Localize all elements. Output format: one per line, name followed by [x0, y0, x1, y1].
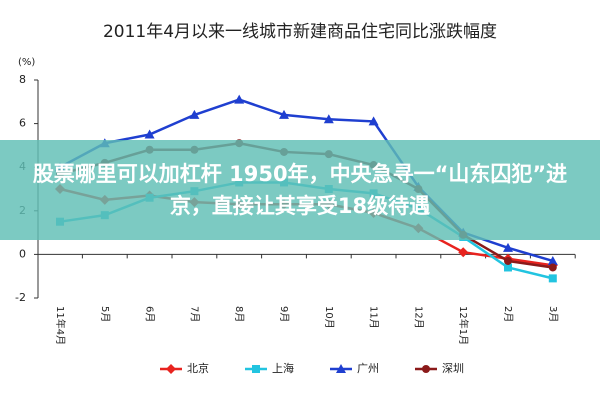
y-tick-label: 6: [19, 117, 26, 130]
x-tick-label: 7月: [188, 306, 200, 322]
data-point: [548, 274, 557, 283]
data-point: [234, 94, 245, 104]
x-tick-label: 3月: [547, 306, 559, 322]
data-point: [189, 109, 200, 119]
legend-marker: [422, 365, 430, 373]
data-point: [548, 263, 557, 272]
data-point: [368, 116, 379, 126]
x-tick-label: 11月: [368, 306, 380, 329]
y-tick-label: 0: [19, 247, 26, 260]
data-point: [279, 109, 289, 119]
data-point: [503, 242, 513, 252]
data-point: [144, 129, 155, 139]
overlay-banner: 股票哪里可以加杠杆 1950年，中央急寻一“山东囚犯”进京，直接让其享受18级待…: [0, 140, 600, 240]
x-tick-label: 9月: [278, 306, 290, 322]
x-tick-label: 12月: [412, 306, 424, 329]
y-tick-label: 8: [19, 73, 26, 86]
data-point: [547, 255, 558, 265]
legend-label: 广州: [357, 362, 379, 375]
y-tick-label: -2: [15, 291, 26, 304]
legend-label: 深圳: [442, 362, 464, 375]
x-tick-label: 8月: [233, 306, 245, 322]
x-tick-label: 11年4月: [54, 306, 67, 345]
data-point: [504, 256, 512, 265]
legend-label: 上海: [272, 361, 294, 375]
x-tick-label: 2月: [502, 306, 514, 322]
chart-title: 2011年4月以来一线城市新建商品住宅同比涨跌幅度: [103, 22, 497, 42]
data-point: [323, 114, 334, 124]
x-tick-label: 10月: [323, 306, 335, 329]
data-point: [504, 263, 512, 272]
legend-marker: [336, 364, 346, 373]
x-tick-label: 12年1月: [457, 306, 470, 345]
legend-marker: [166, 364, 176, 374]
legend-marker: [252, 365, 260, 373]
data-point: [458, 247, 469, 258]
y-axis-label: (%): [18, 57, 35, 68]
x-tick-label: 6月: [144, 306, 156, 322]
legend-label: 北京: [187, 361, 209, 375]
x-tick-label: 5月: [99, 306, 111, 322]
